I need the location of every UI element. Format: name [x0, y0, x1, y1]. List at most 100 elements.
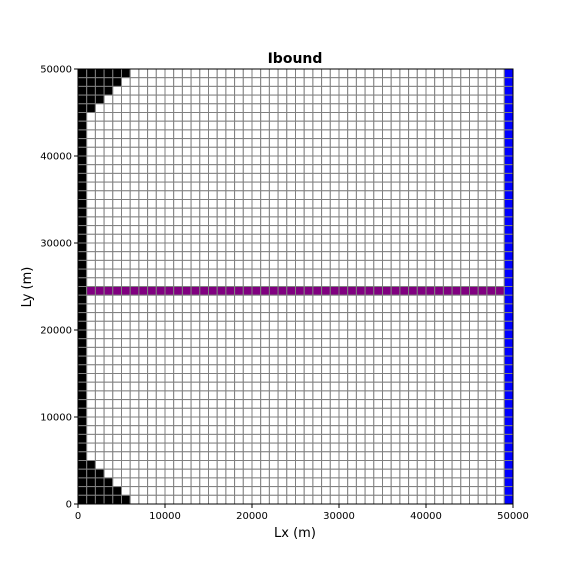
cell-active [477, 190, 488, 201]
cell-active [442, 312, 453, 322]
cell-active [390, 346, 401, 357]
cell-active [295, 129, 305, 140]
cell-active [234, 120, 244, 131]
cell-inactive [94, 486, 105, 496]
cell-active [260, 225, 270, 235]
cell-active [329, 486, 340, 496]
cell-active [312, 355, 323, 366]
cell-active [355, 242, 366, 253]
cell-active [216, 77, 227, 87]
cell-active [477, 407, 488, 418]
cell-active [321, 355, 331, 366]
cell-active [208, 425, 218, 435]
cell-active [425, 277, 436, 287]
cell-active [390, 416, 401, 427]
cell-active [112, 138, 123, 148]
cell-active [347, 451, 357, 461]
cell-active [460, 120, 470, 131]
cell-active [329, 146, 340, 157]
cell-active [390, 207, 401, 218]
cell-active [373, 346, 383, 357]
cell-active [425, 242, 436, 253]
cell-active [181, 399, 192, 409]
cell-active [242, 364, 253, 374]
cell-active [260, 181, 270, 192]
cell-active [277, 329, 288, 340]
cell-active [347, 225, 357, 235]
cell-active [373, 216, 383, 227]
cell-active [208, 77, 218, 87]
cell-active [138, 355, 149, 366]
cell-active [129, 112, 140, 122]
cell-active [425, 355, 436, 366]
cell-active [147, 373, 157, 383]
cell-active [190, 251, 201, 261]
cell-active [286, 468, 296, 479]
cell-active [321, 390, 331, 401]
cell-active [242, 303, 253, 314]
cell-active [277, 172, 288, 183]
cell-active [390, 381, 401, 392]
cell-active [251, 433, 262, 444]
cell-active [303, 399, 314, 409]
cell-active [321, 190, 331, 201]
cell-active [234, 68, 244, 79]
cell-active [129, 120, 140, 131]
cell-active [338, 199, 349, 209]
cell-active [303, 425, 314, 435]
cell-active [355, 486, 366, 496]
cell-active [295, 442, 305, 453]
cell-active [155, 303, 166, 314]
cell-active [190, 164, 201, 174]
cell-active [382, 112, 392, 122]
cell-active [225, 399, 236, 409]
cell-active [329, 181, 340, 192]
cell-active [295, 112, 305, 122]
cell-active [425, 399, 436, 409]
cell-river [442, 286, 453, 296]
cell-active [173, 433, 183, 444]
cell-inactive [77, 94, 88, 105]
cell-active [442, 85, 453, 96]
cell-active [451, 251, 462, 261]
cell-active [286, 442, 296, 453]
cell-active [242, 216, 253, 227]
cell-active [477, 460, 488, 470]
cell-active [303, 373, 314, 383]
cell-active [190, 494, 201, 505]
cell-active [295, 216, 305, 227]
cell-constant-head [503, 346, 514, 357]
cell-active [164, 468, 175, 479]
cell-active [268, 416, 279, 427]
cell-active [425, 486, 436, 496]
cell-active [303, 216, 314, 227]
cell-active [268, 138, 279, 148]
cell-active [495, 233, 505, 244]
cell-active [173, 242, 183, 253]
cell-active [295, 259, 305, 270]
cell-active [129, 451, 140, 461]
cell-active [129, 460, 140, 470]
cell-active [303, 390, 314, 401]
cell-active [242, 85, 253, 96]
cell-active [277, 146, 288, 157]
cell-active [103, 259, 114, 270]
cell-active [155, 416, 166, 427]
cell-active [312, 199, 323, 209]
cell-active [469, 181, 479, 192]
cell-active [94, 138, 105, 148]
cell-active [434, 190, 444, 201]
cell-active [242, 451, 253, 461]
cell-active [190, 68, 201, 79]
cell-active [303, 381, 314, 392]
cell-active [129, 477, 140, 488]
cell-active [364, 433, 375, 444]
cell-river [199, 286, 210, 296]
cell-active [295, 312, 305, 322]
cell-active [416, 164, 427, 174]
cell-active [164, 312, 175, 322]
cell-active [469, 138, 479, 148]
cell-active [86, 172, 96, 183]
cell-active [286, 242, 296, 253]
cell-active [242, 155, 253, 166]
